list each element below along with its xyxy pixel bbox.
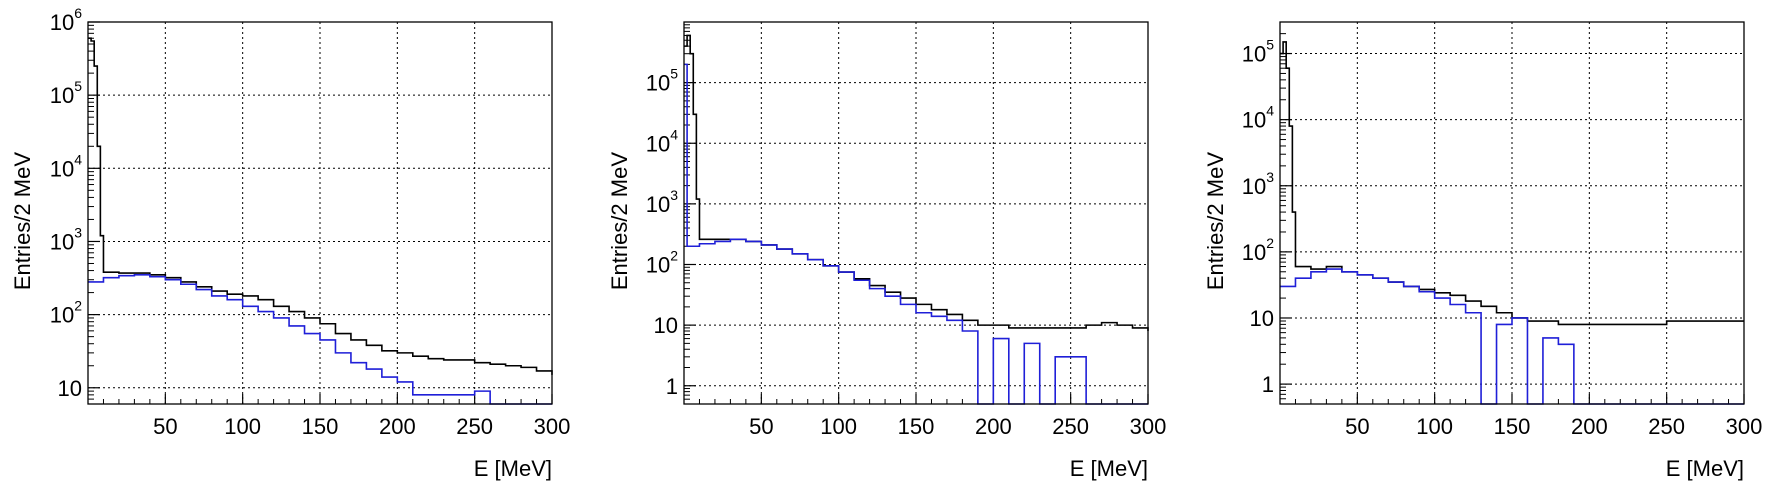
x-axis-title: E [MeV] <box>1666 456 1744 481</box>
histogram-series-1 <box>88 37 553 375</box>
y-axis-title: Entries/2 MeV <box>1203 152 1228 290</box>
y-tick-base: 10 <box>50 156 74 181</box>
x-tick-label: 300 <box>534 414 571 439</box>
x-tick-label: 50 <box>1345 414 1369 439</box>
y-tick-label: 104 <box>50 151 82 181</box>
y-tick-exponent: 2 <box>670 248 678 264</box>
x-tick-label: 150 <box>302 414 339 439</box>
histogram-series-1 <box>684 34 1149 331</box>
x-tick-label: 250 <box>1052 414 1089 439</box>
y-axis-title: Entries/2 MeV <box>607 152 632 290</box>
y-tick-label: 1 <box>1262 372 1274 397</box>
x-axis-title: E [MeV] <box>474 456 552 481</box>
y-tick-label: 105 <box>1242 37 1274 67</box>
x-tick-label: 150 <box>1494 414 1531 439</box>
y-tick-exponent: 5 <box>670 66 678 82</box>
y-tick-label: 103 <box>50 224 82 254</box>
x-tick-label: 250 <box>1648 414 1685 439</box>
y-tick-label: 1 <box>666 374 678 399</box>
y-tick-exponent: 3 <box>1266 169 1274 185</box>
y-tick-exponent: 2 <box>74 298 82 314</box>
plot-frame <box>683 21 1149 405</box>
y-tick-exponent: 3 <box>670 187 678 203</box>
y-tick-exponent: 2 <box>1266 235 1274 251</box>
y-tick-base: 10 <box>646 71 670 96</box>
y-tick-label: 104 <box>1242 103 1274 133</box>
x-tick-label: 150 <box>898 414 935 439</box>
y-tick-label: 10 <box>654 313 678 338</box>
y-tick-base: 1 <box>666 374 678 399</box>
x-tick-label: 200 <box>1571 414 1608 439</box>
y-tick-base: 10 <box>646 253 670 278</box>
y-tick-base: 10 <box>50 10 74 35</box>
x-tick-label: 300 <box>1130 414 1167 439</box>
y-tick-base: 10 <box>1242 42 1266 67</box>
y-tick-label: 10 <box>1250 306 1274 331</box>
y-tick-base: 10 <box>1242 174 1266 199</box>
y-tick-base: 10 <box>646 192 670 217</box>
y-tick-exponent: 4 <box>74 151 82 167</box>
plot-frame <box>1279 21 1745 405</box>
x-tick-label: 250 <box>456 414 493 439</box>
y-tick-base: 1 <box>1262 372 1274 397</box>
y-tick-label: 104 <box>646 126 678 156</box>
x-tick-label: 50 <box>153 414 177 439</box>
y-tick-base: 10 <box>50 303 74 328</box>
x-tick-label: 100 <box>1416 414 1453 439</box>
x-tick-label: 100 <box>224 414 261 439</box>
y-tick-label: 102 <box>646 248 678 278</box>
y-tick-label: 105 <box>50 78 82 108</box>
y-tick-base: 10 <box>58 376 82 401</box>
y-tick-exponent: 4 <box>1266 103 1274 119</box>
x-tick-label: 300 <box>1726 414 1763 439</box>
y-tick-exponent: 6 <box>74 5 82 21</box>
y-tick-exponent: 5 <box>74 78 82 94</box>
x-tick-label: 100 <box>820 414 857 439</box>
plot-frame <box>87 21 553 405</box>
y-tick-exponent: 4 <box>670 126 678 142</box>
y-tick-label: 103 <box>1242 169 1274 199</box>
y-axis-title: Entries/2 MeV <box>10 152 35 290</box>
y-tick-base: 10 <box>1242 108 1266 133</box>
x-axis-title: E [MeV] <box>1070 456 1148 481</box>
y-tick-exponent: 3 <box>74 224 82 240</box>
y-tick-label: 105 <box>646 66 678 96</box>
y-tick-label: 10 <box>58 376 82 401</box>
y-tick-base: 10 <box>654 313 678 338</box>
y-tick-base: 10 <box>50 83 74 108</box>
y-tick-label: 103 <box>646 187 678 217</box>
y-tick-label: 102 <box>50 298 82 328</box>
histogram-series-2 <box>684 63 1148 405</box>
y-tick-base: 10 <box>646 131 670 156</box>
x-tick-label: 50 <box>749 414 773 439</box>
x-tick-label: 200 <box>379 414 416 439</box>
y-tick-base: 10 <box>50 229 74 254</box>
histogram-series-2 <box>88 274 552 405</box>
y-tick-base: 10 <box>1242 240 1266 265</box>
x-tick-label: 200 <box>975 414 1012 439</box>
y-tick-label: 102 <box>1242 235 1274 265</box>
y-tick-exponent: 5 <box>1266 37 1274 53</box>
y-tick-base: 10 <box>1250 306 1274 331</box>
y-tick-label: 106 <box>50 5 82 35</box>
